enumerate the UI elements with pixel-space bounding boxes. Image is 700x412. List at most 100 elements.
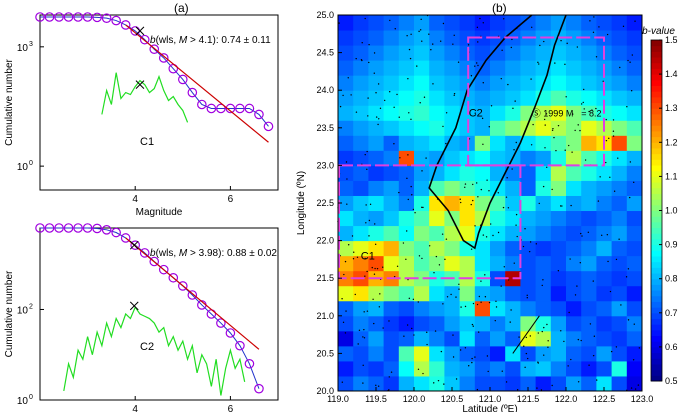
- colorbar-segment: [651, 210, 662, 217]
- bvalue-cell: [581, 270, 597, 287]
- colorbar-segment: [651, 318, 662, 325]
- bvalue-cell: [566, 120, 582, 136]
- bvalue-cell: [444, 300, 461, 317]
- earthquake-dot: [608, 137, 610, 140]
- bvalue-cell: [581, 105, 597, 121]
- earthquake-dot: [368, 235, 370, 237]
- bvalue-cell: [581, 180, 597, 196]
- earthquake-dot: [373, 72, 376, 74]
- bvalue-cell: [414, 195, 430, 212]
- earthquake-dot: [352, 258, 355, 260]
- bvalue-cell: [414, 330, 430, 347]
- earthquake-dot: [580, 339, 582, 342]
- earthquake-dot: [394, 28, 396, 30]
- bvalue-cell: [414, 255, 430, 272]
- bvalue-cell: [414, 270, 430, 287]
- bvalue-cell: [490, 75, 506, 91]
- earthquake-dot: [353, 251, 355, 253]
- colorbar-segment: [651, 165, 662, 172]
- bvalue-cell: [550, 225, 567, 242]
- bvalue-cell: [611, 285, 628, 302]
- bvalue-cell: [414, 75, 430, 91]
- b-annotation-text: (wls,: [156, 35, 179, 46]
- earthquake-dot: [551, 129, 554, 131]
- earthquake-dot: [605, 118, 607, 121]
- bvalue-cell: [368, 195, 385, 212]
- bvalue-cell: [535, 165, 552, 181]
- earthquake-dot: [477, 196, 479, 198]
- c2-cumulative-point: [254, 383, 264, 394]
- bvalue-cell: [444, 360, 461, 377]
- bvalue-cell: [414, 105, 430, 121]
- earthquake-dot: [503, 18, 505, 20]
- bvalue-cell: [611, 240, 628, 257]
- bvalue-cell: [429, 285, 445, 302]
- earthquake-dot: [438, 264, 441, 266]
- earthquake-dot: [537, 362, 539, 364]
- c2-cumulative-point: [130, 240, 140, 250]
- bvalue-cell: [550, 45, 567, 61]
- earthquake-dot: [588, 110, 590, 113]
- earthquake-dot: [343, 273, 345, 276]
- earthquake-dot: [459, 349, 462, 351]
- earthquake-dot: [476, 62, 478, 64]
- earthquake-dot: [486, 179, 488, 181]
- earthquake-dot: [513, 262, 515, 264]
- earthquake-dot: [563, 340, 565, 343]
- colorbar-segment: [651, 119, 662, 126]
- region-label-c2: C2: [469, 108, 483, 120]
- earthquake-dot: [480, 301, 482, 303]
- bvalue-cell: [566, 375, 582, 392]
- bvalue-cell: [550, 315, 567, 332]
- bvalue-cell: [550, 180, 567, 196]
- earthquake-dot: [501, 49, 503, 52]
- c2-cumulative-point: [111, 227, 121, 238]
- earthquake-dot: [509, 321, 511, 323]
- bvalue-cell: [474, 285, 491, 302]
- c1-cumulative-point: [63, 12, 74, 22]
- earthquake-dot: [338, 22, 340, 24]
- bvalue-cell: [581, 150, 597, 166]
- bvalue-cell: [581, 360, 597, 377]
- earthquake-dot: [510, 46, 513, 49]
- bvalue-cell: [611, 150, 628, 166]
- earthquake-dot: [407, 278, 409, 281]
- c1-y-tick-exponent: 3: [29, 41, 33, 48]
- earthquake-dot: [412, 208, 415, 211]
- bvalue-cell: [398, 15, 415, 31]
- earthquake-dot: [584, 159, 587, 161]
- bvalue-cell: [398, 135, 415, 151]
- bvalue-cell: [444, 90, 461, 106]
- bvalue-cell: [459, 345, 476, 362]
- bvalue-cell: [429, 315, 445, 332]
- c1-cumulative-point: [35, 12, 45, 22]
- c2-x-tick-label: 4: [132, 404, 138, 412]
- b-annotation-value: > 3.98): 0.88 ± 0.02: [187, 248, 277, 259]
- earthquake-dot: [505, 381, 508, 383]
- bvalue-cell: [353, 120, 369, 136]
- bvalue-cell: [368, 135, 385, 151]
- c1-mc-marker-cumulative: [135, 26, 145, 36]
- bvalue-cell: [368, 240, 385, 257]
- colorbar-segment: [651, 57, 662, 64]
- bvalue-cell: [581, 210, 597, 227]
- earthquake-dot: [423, 96, 426, 98]
- c2-y-tick-label: 10: [17, 305, 29, 316]
- bvalue-cell: [626, 360, 643, 377]
- c1-cumulative-point: [54, 12, 64, 22]
- colorbar-segment: [651, 238, 662, 246]
- bvalue-cell: [414, 15, 430, 31]
- bvalue-cell: [611, 225, 628, 242]
- bvalue-cell: [368, 75, 385, 91]
- bvalue-cell: [490, 60, 506, 76]
- colorbar-segment: [651, 176, 662, 183]
- earthquake-dot: [468, 365, 470, 367]
- earthquake-dot: [452, 356, 455, 358]
- c2-cumulative-point: [244, 358, 255, 369]
- bvalue-cell: [535, 360, 552, 377]
- bvalue-cell: [444, 180, 461, 196]
- c1-cumulative-point: [263, 121, 274, 132]
- earthquake-dot: [455, 296, 457, 298]
- bvalue-cell: [596, 180, 613, 196]
- earthquake-dot: [530, 144, 533, 146]
